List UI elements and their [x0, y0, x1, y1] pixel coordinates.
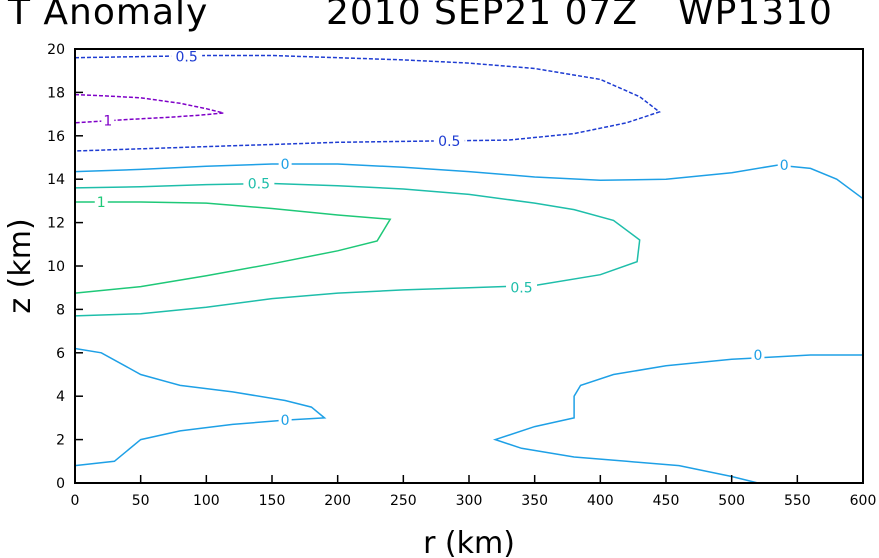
y-tick-label: 6 [56, 346, 65, 362]
contour-label: 0 [780, 158, 789, 174]
y-tick-label: 10 [47, 259, 65, 275]
contour-label-bg [94, 193, 108, 210]
y-axis-label: z (km) [3, 218, 38, 313]
contour-line [74, 201, 392, 294]
x-tick-label: 550 [784, 493, 811, 509]
contour-label: 0.5 [510, 281, 532, 297]
x-tick-label: 450 [653, 493, 680, 509]
contour-label-bg [171, 48, 203, 65]
x-tick-label: 200 [324, 493, 351, 509]
contour-label-bg [506, 279, 538, 296]
contour-labels: 1 0.5 0.5 0 0 0.5 0.5 1 0 0 [94, 48, 791, 429]
x-tick-label: 400 [587, 493, 614, 509]
contour-line [74, 93, 224, 124]
y-axis: 0 2 4 6 8 10 12 14 16 18 20 [47, 42, 83, 492]
contour-label: 1 [97, 195, 106, 211]
contour-label-bg [243, 175, 275, 192]
contour-label: 0.5 [176, 50, 198, 66]
x-axis-label: r (km) [423, 526, 515, 558]
contour-label-bg [101, 112, 115, 129]
contour-label: 0.5 [438, 134, 460, 150]
contour-line [74, 347, 327, 467]
y-tick-label: 4 [56, 389, 65, 405]
contour-label: 0.5 [248, 177, 270, 193]
contour-label-bg [278, 156, 292, 173]
x-tick-label: 300 [456, 493, 483, 509]
contour-line [492, 354, 863, 484]
y-tick-label: 2 [56, 433, 65, 449]
contour-label: 0 [753, 348, 762, 364]
title-date: 2010 SEP21 07Z [326, 0, 639, 33]
contour-label: 0 [281, 413, 290, 429]
y-tick-label: 12 [47, 216, 65, 232]
y-tick-label: 16 [47, 129, 65, 145]
x-tick-label: 150 [259, 493, 286, 509]
contour-lines [74, 54, 864, 484]
x-tick-label: 100 [193, 493, 220, 509]
chart-title: T Anomaly 2010 SEP21 07Z WP1310 [8, 0, 868, 42]
x-tick-label: 600 [850, 493, 877, 509]
contour-line [74, 182, 641, 317]
contour-label-bg [751, 346, 765, 363]
x-tick-label: 0 [71, 493, 80, 509]
x-axis: 0 50 100 150 200 250 300 350 400 450 500 550 600 [71, 475, 877, 509]
x-tick-label: 50 [132, 493, 150, 509]
y-tick-label: 8 [56, 302, 65, 318]
plot-frame [74, 48, 864, 484]
x-tick-label: 250 [390, 493, 417, 509]
contour-label-bg [777, 157, 791, 174]
contour-line [74, 163, 864, 200]
contour-line [74, 54, 661, 152]
y-tick-label: 0 [56, 476, 65, 492]
y-tick-label: 20 [47, 42, 65, 58]
title-variable: T Anomaly [8, 0, 209, 33]
title-storm: WP1310 [678, 0, 833, 33]
y-tick-label: 14 [47, 172, 65, 188]
contour-label: 1 [103, 114, 112, 130]
y-tick-label: 18 [47, 85, 65, 101]
contour-label-bg [433, 133, 465, 150]
contour-label-bg [278, 412, 292, 429]
contour-label: 0 [281, 157, 290, 173]
x-tick-label: 500 [718, 493, 745, 509]
x-tick-label: 350 [521, 493, 548, 509]
